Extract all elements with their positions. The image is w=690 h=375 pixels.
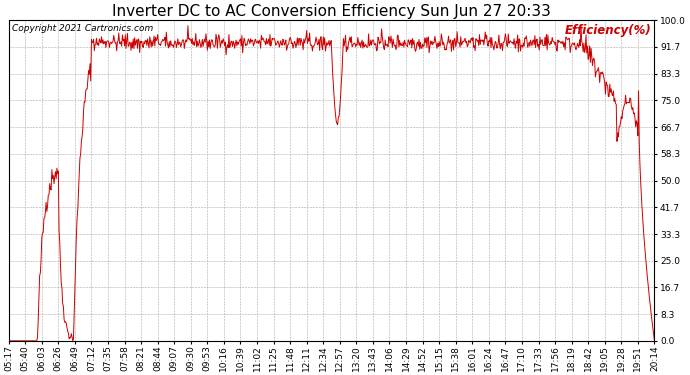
Title: Inverter DC to AC Conversion Efficiency Sun Jun 27 20:33: Inverter DC to AC Conversion Efficiency … — [112, 4, 551, 19]
Text: Copyright 2021 Cartronics.com: Copyright 2021 Cartronics.com — [12, 24, 153, 33]
Text: Efficiency(%): Efficiency(%) — [564, 24, 651, 36]
